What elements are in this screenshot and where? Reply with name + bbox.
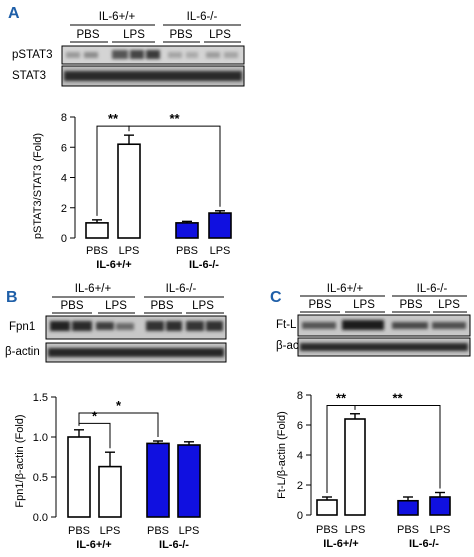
- blot-b-band-strip-2: [45, 342, 227, 363]
- chart-a-ytick-label-1: 0: [61, 233, 67, 245]
- chart-b-ytick-label-2: 0.5: [33, 472, 48, 484]
- blot-a-genotype-1: IL-6+/+: [99, 11, 136, 23]
- chart-b-category-2: LPS: [100, 525, 121, 537]
- chart-a-ytick-label-5: 8: [61, 112, 67, 124]
- chart-b-ylabel: Fpn1/β-actin (Fold): [14, 414, 26, 507]
- chart-b-category-1: PBS: [68, 525, 90, 537]
- blot-b-treatment-2: LPS: [105, 300, 127, 312]
- panel-b: B IL-6+/+ IL-6-/- PBS LPS PBS LPS Fpn1 β…: [5, 283, 227, 551]
- blot-a-band-strip-2: [61, 65, 245, 87]
- chart-c-significance-label-1: **: [336, 391, 347, 406]
- chart-a-ytick-label-3: 4: [61, 173, 67, 185]
- chart-c-bar-4: [429, 496, 451, 516]
- blot-c-treatment-4: LPS: [438, 299, 460, 311]
- chart-c-group-1: IL-6+/+: [323, 538, 358, 550]
- blot-b-genotype-1: IL-6+/+: [75, 283, 112, 295]
- panel-a: A IL-6+/+ IL-6-/- PBS LPS PBS LPS pSTAT3…: [8, 5, 245, 271]
- chart-c-category-2: LPS: [345, 524, 366, 536]
- blot-c-band-strip-1: [297, 314, 471, 337]
- blot-a-treatment-2: LPS: [123, 29, 145, 41]
- blot-b-row-1-label: Fpn1: [9, 321, 35, 333]
- chart-c-significance-bracket-2: [354, 405, 441, 489]
- blot-c-band-strip-2: [297, 337, 471, 357]
- chart-b-significance-label-2: *: [116, 398, 122, 413]
- chart-c-bar-2: [344, 418, 366, 516]
- chart-c-ytick-label-4: 6: [297, 420, 303, 432]
- chart-a-group-1: IL-6+/+: [96, 259, 131, 271]
- chart-b-bar-3: [146, 442, 170, 518]
- panel-c-letter: C: [270, 289, 282, 306]
- blot-a-genotype-2: IL-6-/-: [187, 11, 218, 23]
- chart-a-group-2: IL-6-/-: [189, 259, 219, 271]
- blot-b-band-strip-1: [45, 315, 227, 340]
- panel-c-blot: IL-6+/+ IL-6-/- PBS LPS PBS LPS Ft-L β-a…: [276, 283, 471, 357]
- chart-c-significance-label-2: **: [392, 391, 403, 406]
- blot-a-band-strip-1: [61, 45, 245, 65]
- chart-b-category-3: PBS: [147, 525, 169, 537]
- chart-a: pSTAT3/STAT3 (Fold) 0 2 4 6 8 ** ** PBS LPS PB…: [32, 111, 232, 271]
- blot-c-treatment-1: PBS: [308, 299, 331, 311]
- blot-b-treatment-3: PBS: [150, 300, 173, 312]
- chart-a-significance-label-2: **: [169, 111, 180, 126]
- chart-c-ytick-label-3: 4: [297, 450, 303, 462]
- chart-c-category-4: LPS: [430, 524, 451, 536]
- blot-a-row-2-label: STAT3: [12, 70, 46, 82]
- chart-b-bar-4: [177, 444, 201, 518]
- chart-b-bar-2: [98, 465, 122, 518]
- chart-c-group-2: IL-6-/-: [409, 538, 439, 550]
- blot-b-treatment-1: PBS: [60, 300, 83, 312]
- chart-b-ytick-label-1: 0.0: [33, 512, 48, 524]
- chart-b-ytick-label-4: 1.5: [33, 392, 48, 404]
- chart-a-category-1: PBS: [86, 245, 108, 257]
- chart-b-bar-1: [67, 436, 91, 518]
- chart-a-bar-2: [117, 143, 141, 239]
- chart-a-significance-label-1: **: [108, 111, 119, 126]
- chart-a-bar-3: [175, 222, 199, 239]
- chart-b-category-4: LPS: [179, 525, 200, 537]
- chart-c-ylabel: Ft-L/β-actin (Fold): [276, 411, 288, 499]
- blot-b-genotype-2: IL-6-/-: [166, 283, 197, 295]
- blot-c-row-1-label: Ft-L: [276, 319, 297, 331]
- panel-b-letter: B: [6, 289, 18, 306]
- chart-a-ytick-label-2: 2: [61, 203, 67, 215]
- blot-a-treatment-4: LPS: [209, 29, 231, 41]
- chart-c-category-3: PBS: [397, 524, 419, 536]
- panel-a-blot: IL-6+/+ IL-6-/- PBS LPS PBS LPS pSTAT3 S…: [12, 11, 245, 87]
- blot-a-treatment-1: PBS: [76, 29, 99, 41]
- chart-a-ytick-label-4: 6: [61, 142, 67, 154]
- blot-a-treatment-3: PBS: [169, 29, 192, 41]
- chart-a-bar-1: [85, 222, 109, 239]
- blot-c-genotype-2: IL-6-/-: [417, 283, 448, 295]
- chart-c-bar-1: [316, 499, 338, 516]
- chart-a-significance-bracket-2: [128, 125, 221, 207]
- chart-a-bar-4: [208, 212, 232, 239]
- chart-c-ytick-label-2: 2: [297, 480, 303, 492]
- chart-c: Ft-L/β-actin (Fold) 0 2 4 6 8 ** ** PBS LPS PB…: [276, 390, 451, 550]
- chart-c-bar-3: [397, 499, 419, 516]
- blot-c-genotype-1: IL-6+/+: [327, 283, 364, 295]
- chart-c-ytick-label-1: 0: [297, 510, 303, 522]
- chart-a-ylabel: pSTAT3/STAT3 (Fold): [32, 133, 44, 239]
- chart-a-category-2: LPS: [119, 245, 140, 257]
- blot-b-treatment-4: LPS: [192, 300, 214, 312]
- panel-c: C IL-6+/+ IL-6-/- PBS LPS PBS LPS Ft-L β…: [270, 283, 471, 550]
- chart-a-category-3: PBS: [176, 245, 198, 257]
- chart-b-ytick-label-3: 1.0: [33, 432, 48, 444]
- chart-c-category-1: PBS: [316, 524, 338, 536]
- chart-b-significance-bracket-2: [78, 412, 159, 437]
- blot-a-row-1-label: pSTAT3: [12, 49, 52, 61]
- blot-c-treatment-3: PBS: [399, 299, 422, 311]
- panel-a-letter: A: [8, 5, 20, 22]
- blot-c-treatment-2: LPS: [353, 299, 375, 311]
- chart-a-category-4: LPS: [210, 245, 231, 257]
- chart-c-ytick-label-5: 8: [297, 390, 303, 402]
- chart-b-group-2: IL-6-/-: [159, 539, 189, 551]
- chart-b: Fpn1/β-actin (Fold) 0.0 0.5 1.0 1.5 * * PBS L…: [14, 392, 201, 551]
- panel-b-blot: IL-6+/+ IL-6-/- PBS LPS PBS LPS Fpn1 β-a…: [5, 283, 227, 363]
- blot-b-row-2-label: β-actin: [5, 346, 40, 358]
- chart-b-group-1: IL-6+/+: [76, 539, 111, 551]
- chart-b-significance-label-1: *: [92, 408, 98, 423]
